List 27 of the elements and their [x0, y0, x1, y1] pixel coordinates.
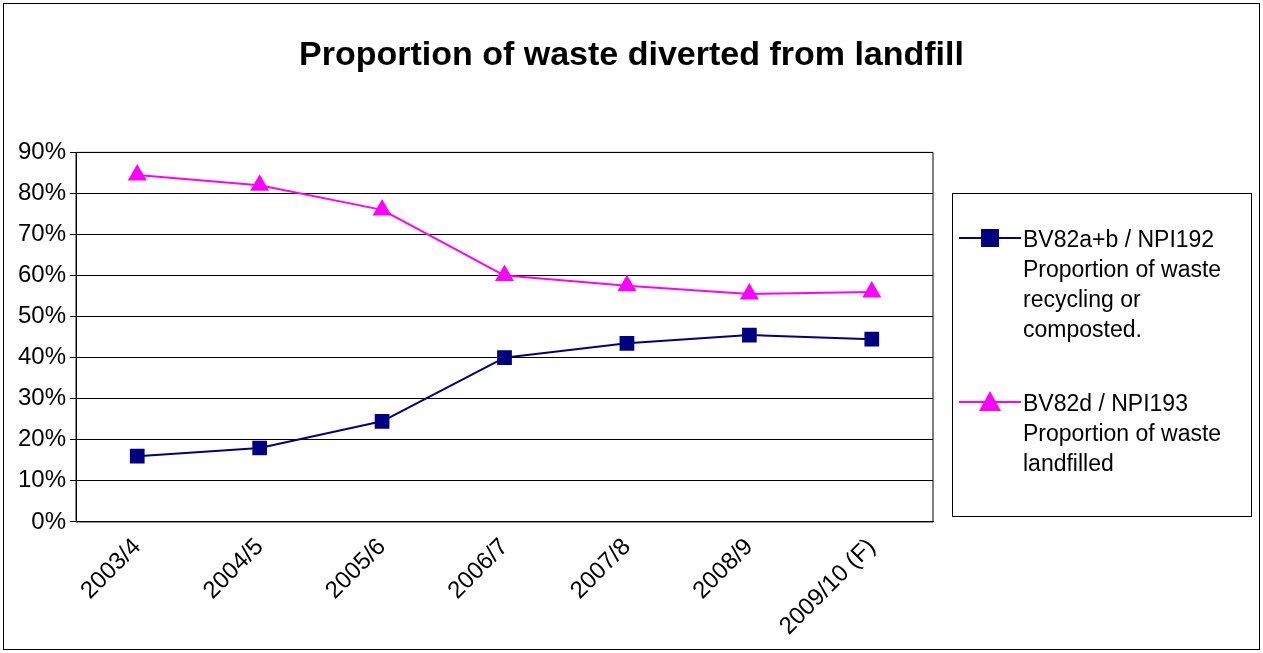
point: [252, 440, 268, 456]
point: [495, 265, 514, 282]
point: [374, 413, 390, 429]
point: [373, 199, 391, 216]
y-tick-label: 30%: [17, 383, 67, 411]
point: [864, 331, 880, 347]
point: [619, 335, 635, 351]
point: [862, 281, 881, 298]
point: [129, 448, 145, 464]
chart-title: Proportion of waste diverted from landfill: [298, 34, 965, 73]
y-tick-label: 50%: [17, 301, 67, 329]
y-tick-label: 40%: [17, 342, 67, 370]
y-tick-label: 0%: [31, 506, 67, 534]
legend-label: BV82a+b / NPI192 Proportion of waste recycling or composted.: [1023, 225, 1223, 344]
point: [618, 275, 636, 292]
point: [250, 175, 269, 191]
y-tick-label: 10%: [17, 465, 67, 493]
y-tick-label: 70%: [17, 219, 67, 247]
point: [742, 327, 757, 343]
y-tick-label: 60%: [17, 260, 67, 288]
legend-label: BV82d / NPI193 Proportion of waste landfilled: [1023, 389, 1223, 478]
y-tick-label: 80%: [17, 178, 67, 206]
point: [497, 350, 512, 366]
point: [128, 164, 147, 181]
y-tick-label: 90%: [17, 137, 67, 165]
y-tick-label: 20%: [17, 424, 67, 452]
point: [740, 284, 759, 300]
